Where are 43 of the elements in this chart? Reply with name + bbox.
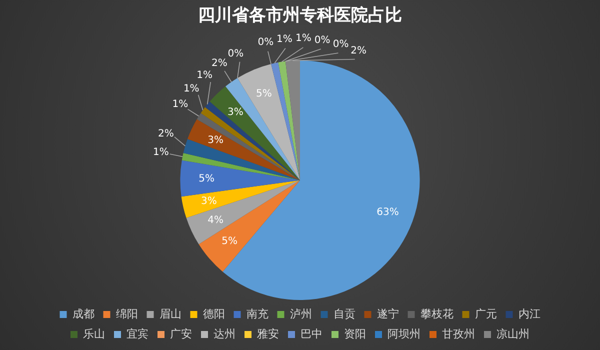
legend-label: 资阳 xyxy=(344,327,366,340)
data-label: 1% xyxy=(276,34,292,45)
legend-label: 甘孜州 xyxy=(442,327,475,340)
chart-title: 四川省各市州专科医院占比 xyxy=(198,6,402,26)
data-label: 1% xyxy=(172,98,188,110)
legend-label: 攀枝花 xyxy=(420,307,454,320)
legend-label: 内江 xyxy=(518,307,540,320)
legend-label: 巴中 xyxy=(300,327,322,340)
legend-label: 眉山 xyxy=(159,307,182,320)
data-label: 63% xyxy=(376,206,399,218)
data-label: 3% xyxy=(208,134,224,146)
legend-label: 雅安 xyxy=(257,327,279,340)
legend-label: 南充 xyxy=(246,307,268,320)
legend-label: 自贡 xyxy=(333,307,356,320)
legend-label: 遂宁 xyxy=(376,307,399,320)
legend-label: 宜宾 xyxy=(126,327,148,340)
text: 0% xyxy=(332,38,349,50)
text: 0% xyxy=(258,37,274,48)
data-label: 5% xyxy=(256,88,272,100)
legend-label: 绵阳 xyxy=(116,307,138,320)
data-label: 2% xyxy=(211,58,228,70)
legend-label: 成都 xyxy=(72,307,94,320)
data-label: 3% xyxy=(201,196,217,207)
data-label: 1% xyxy=(153,146,169,158)
data-label: 1% xyxy=(295,33,312,44)
legend-label: 达州 xyxy=(214,327,236,340)
data-label: 1% xyxy=(196,70,212,81)
legend-label: 乐山 xyxy=(83,327,105,340)
data-label: 3% xyxy=(228,107,244,118)
data-label: 5% xyxy=(222,236,238,248)
text: 0% xyxy=(314,34,330,46)
legend-label: 德阳 xyxy=(202,307,225,320)
legend-label: 凉山州 xyxy=(496,327,530,340)
data-label: 5% xyxy=(198,173,215,184)
legend-label: 阿坝州 xyxy=(388,327,420,340)
data-label: 4% xyxy=(208,214,224,226)
legend-label: 广安 xyxy=(170,327,192,340)
legend-label: 广元 xyxy=(474,307,497,320)
text: 0% xyxy=(228,48,244,60)
data-label: 2% xyxy=(158,128,174,140)
legend-label: 泸州 xyxy=(290,307,312,320)
data-label: 1% xyxy=(183,84,200,95)
data-label: 2% xyxy=(350,46,367,57)
